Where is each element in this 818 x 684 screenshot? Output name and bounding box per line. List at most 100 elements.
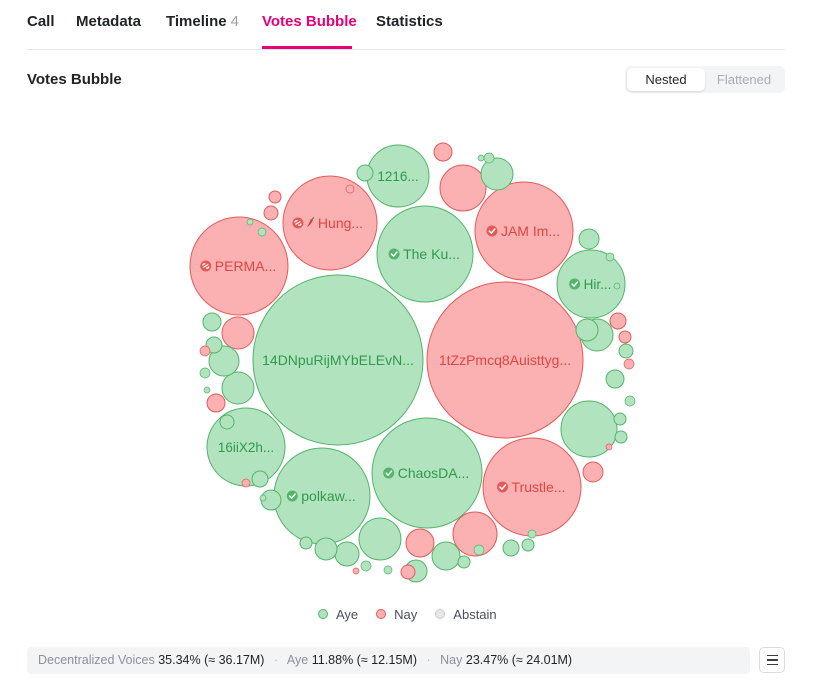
tab-timeline[interactable]: Timeline 4 [166, 13, 239, 30]
vote-bubble-aye[interactable] [299, 536, 313, 550]
vote-bubble-nay[interactable]: Trustle... [482, 437, 582, 537]
vote-bubble-aye[interactable] [473, 544, 485, 556]
vote-bubble-nay[interactable] [439, 164, 487, 212]
vote-bubble-aye[interactable]: 14DNpuRijMYbELEvN... [252, 274, 424, 446]
vote-bubble-aye[interactable]: Hir... [556, 249, 626, 319]
vote-bubble-nay[interactable] [221, 316, 255, 350]
vote-bubble-aye[interactable] [614, 430, 628, 444]
bubble-circle [299, 536, 313, 550]
bubble-circle [477, 154, 485, 162]
vote-bubble-aye[interactable] [605, 252, 615, 262]
bubble-circle [282, 175, 378, 271]
vote-bubble-aye[interactable] [457, 555, 471, 569]
vote-bubble-aye[interactable] [205, 336, 223, 354]
vote-bubble-aye[interactable] [356, 164, 374, 182]
vote-bubble-aye[interactable] [431, 541, 461, 571]
vote-bubble-aye[interactable] [480, 157, 514, 191]
bubble-label: 16iiX2h... [218, 440, 274, 455]
vote-bubble-aye[interactable]: 16iiX2h... [206, 407, 286, 487]
vote-bubble-aye[interactable] [624, 395, 636, 407]
vote-bubble-aye[interactable]: 1216... [366, 144, 430, 208]
bubble-circle [360, 560, 372, 572]
vote-bubble-aye[interactable] [383, 565, 393, 575]
vote-bubble-aye[interactable] [483, 152, 495, 164]
view-toggle: Nested Flattened [625, 66, 785, 93]
vote-bubble-aye[interactable]: ChaosDA... [371, 417, 483, 529]
vote-bubble-nay[interactable] [623, 358, 635, 370]
nested-toggle-button[interactable]: Nested [627, 68, 705, 91]
vote-bubble-aye[interactable]: polkaw... [273, 447, 371, 545]
bubble-circle [371, 417, 483, 529]
bubble-circle [221, 316, 255, 350]
list-menu-button[interactable] [759, 647, 785, 673]
bubble-circle [480, 157, 514, 191]
flattened-toggle-button[interactable]: Flattened [716, 72, 772, 87]
vote-bubble-aye[interactable] [358, 517, 402, 561]
vote-bubble-aye[interactable] [521, 538, 535, 552]
vote-bubble-aye[interactable] [314, 537, 338, 561]
active-tab-indicator [262, 46, 352, 49]
vote-bubble-aye[interactable] [208, 345, 240, 377]
vote-bubble-aye[interactable] [199, 367, 211, 379]
vote-bubble-aye[interactable] [203, 386, 211, 394]
vote-bubble-aye[interactable] [202, 312, 222, 332]
vote-bubble-nay[interactable] [352, 567, 360, 575]
vote-bubble-nay[interactable] [400, 564, 416, 580]
tab-metadata[interactable]: Metadata [76, 13, 141, 30]
vote-bubble-aye[interactable] [334, 541, 360, 567]
vote-bubble-aye[interactable] [219, 414, 235, 430]
legend-item-nay[interactable]: Nay [376, 607, 417, 622]
vote-bubble-aye[interactable] [251, 470, 269, 488]
vote-bubble-nay[interactable] [582, 461, 604, 483]
vote-bubble-nay[interactable]: 1tZzPmcq8Auisttyg... [426, 281, 584, 439]
vote-bubble-aye[interactable] [257, 227, 267, 237]
bubble-circle [613, 412, 627, 426]
legend-label-nay: Nay [394, 606, 418, 622]
vote-bubble-aye[interactable] [477, 154, 485, 162]
vote-bubble-aye[interactable] [613, 282, 621, 290]
vote-bubble-nay[interactable] [618, 330, 632, 344]
vote-bubble-nay[interactable] [345, 184, 355, 194]
vote-bubble-aye[interactable] [618, 343, 634, 359]
vote-bubble-nay[interactable] [433, 142, 453, 162]
bubble-circle [405, 528, 435, 558]
vote-bubble-nay[interactable]: JAM Im... [474, 181, 574, 281]
vote-bubble-nay[interactable] [452, 511, 498, 557]
vote-bubble-aye[interactable] [527, 529, 537, 539]
vote-bubble-nay[interactable] [609, 312, 627, 330]
bubble-label: polkaw... [301, 488, 355, 504]
vote-bubble-aye[interactable] [246, 218, 254, 226]
bubble-circle [189, 216, 289, 316]
tab-metadata-label: Metadata [76, 13, 142, 30]
vote-bubble-aye[interactable]: The Ku... [376, 205, 474, 303]
tab-statistics[interactable]: Statistics [376, 13, 443, 30]
bubble-circle [457, 555, 471, 569]
legend-item-abstain[interactable]: Abstain [435, 607, 497, 622]
vote-bubble-nay[interactable] [199, 345, 211, 357]
vote-bubble-aye[interactable] [221, 371, 255, 405]
vote-bubble-nay[interactable]: PERMA... [189, 216, 289, 316]
bubble-circle [199, 367, 211, 379]
vote-bubble-aye[interactable] [560, 400, 618, 458]
vote-bubble-nay[interactable] [268, 190, 282, 204]
vote-bubble-aye[interactable] [578, 228, 600, 250]
vote-bubble-aye[interactable] [360, 560, 372, 572]
bubble-circle [609, 312, 627, 330]
vote-bubble-nay[interactable]: Hung... [282, 175, 378, 271]
vote-bubble-nay[interactable] [405, 528, 435, 558]
vote-bubble-nay[interactable] [206, 393, 226, 413]
tab-votes-bubble[interactable]: Votes Bubble [262, 13, 357, 30]
vote-bubble-nay[interactable] [241, 478, 251, 488]
vote-bubble-aye[interactable] [259, 494, 267, 502]
tab-call[interactable]: Call [27, 13, 55, 30]
vote-bubble-aye[interactable] [613, 412, 627, 426]
bubble-circle [259, 494, 267, 502]
vote-bubble-aye[interactable] [605, 369, 625, 389]
verified-check-icon [286, 490, 298, 502]
votes-summary-bar: Decentralized Voices 35.34% (≈ 36.17M) ·… [27, 647, 750, 674]
vote-bubble-aye[interactable] [502, 539, 520, 557]
vote-bubble-nay[interactable] [605, 443, 613, 451]
vote-bubble-nay[interactable] [263, 205, 279, 221]
legend-item-aye[interactable]: Aye [318, 607, 358, 622]
vote-bubble-aye[interactable] [575, 318, 599, 342]
